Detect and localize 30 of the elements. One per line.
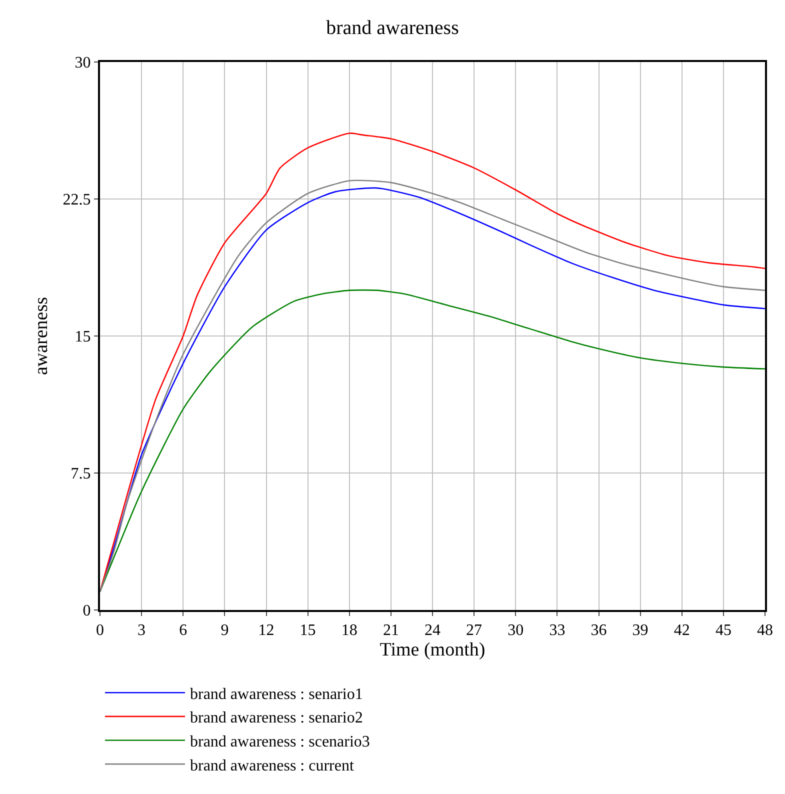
x-tick-label: 24	[424, 622, 440, 640]
x-tick-label: 30	[508, 622, 524, 640]
x-tick-label: 3	[138, 622, 146, 640]
x-tick-label: 39	[632, 622, 648, 640]
legend-label: brand awareness : scenario3	[190, 734, 370, 750]
line-series	[100, 289, 765, 592]
x-tick-label: 21	[382, 622, 399, 640]
y-tick-label: 15	[74, 328, 91, 346]
x-tick-label: 42	[674, 622, 690, 640]
y-axis-title: awareness	[31, 296, 52, 376]
y-tick-label: 7.5	[70, 466, 91, 483]
y-tick-label: 0	[82, 602, 91, 620]
x-tick-label: 9	[220, 622, 229, 640]
y-tick-label: 30	[74, 54, 91, 72]
y-tick-label: 22.5	[62, 192, 91, 209]
x-tick-label: 18	[341, 622, 358, 640]
x-tick-label: 48	[757, 622, 773, 640]
legend-label: brand awareness : senario1	[190, 686, 363, 703]
x-axis-title: Time (month)	[380, 640, 486, 660]
x-tick-label: 36	[590, 622, 607, 640]
x-tick-label: 33	[549, 622, 566, 640]
x-tick-label: 12	[258, 622, 274, 640]
x-tick-label: 45	[715, 622, 732, 640]
x-tick-label: 0	[96, 622, 104, 640]
legend-label: brand awareness : current	[190, 757, 354, 774]
chart-title: brand awareness	[326, 16, 460, 39]
x-tick-label: 27	[466, 622, 482, 640]
x-tick-label: 15	[300, 622, 316, 640]
legend-label: brand awareness : senario2	[190, 710, 363, 727]
x-tick-label: 6	[179, 622, 188, 640]
